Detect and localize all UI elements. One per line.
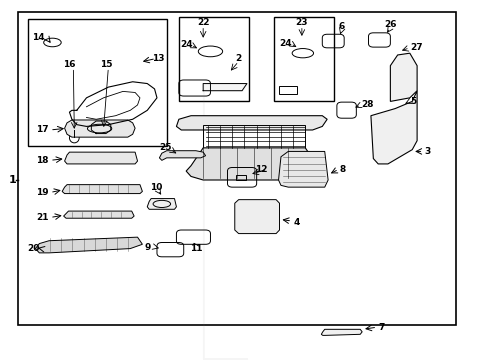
Text: 10: 10 (149, 183, 162, 192)
Polygon shape (389, 53, 416, 102)
Text: 3: 3 (424, 147, 430, 156)
Text: 24: 24 (279, 39, 291, 48)
Text: 18: 18 (37, 156, 49, 165)
Polygon shape (321, 329, 362, 336)
Polygon shape (63, 211, 134, 218)
Text: 21: 21 (37, 213, 49, 222)
Polygon shape (278, 152, 327, 187)
Text: 1: 1 (8, 175, 16, 185)
Text: 6: 6 (338, 22, 344, 31)
Text: 16: 16 (63, 60, 76, 69)
Polygon shape (234, 200, 279, 234)
Text: 20: 20 (27, 244, 39, 253)
Polygon shape (62, 185, 142, 194)
Text: 14: 14 (32, 33, 44, 42)
Polygon shape (370, 91, 416, 164)
Polygon shape (159, 151, 205, 160)
Text: 12: 12 (255, 165, 267, 174)
Text: 7: 7 (377, 323, 384, 332)
Polygon shape (147, 199, 176, 209)
Text: 11: 11 (189, 244, 202, 253)
Bar (203, 125, 305, 148)
Bar (278, 86, 296, 94)
Text: 9: 9 (144, 243, 151, 252)
Text: 23: 23 (295, 18, 307, 27)
Text: 22: 22 (197, 18, 209, 27)
Text: 25: 25 (159, 143, 172, 152)
Text: 17: 17 (36, 126, 49, 135)
Text: 28: 28 (361, 100, 373, 109)
Text: 27: 27 (409, 43, 422, 52)
Polygon shape (186, 148, 322, 180)
Text: 8: 8 (339, 165, 345, 174)
Text: 19: 19 (36, 188, 49, 197)
Text: 13: 13 (152, 54, 164, 63)
Polygon shape (64, 120, 135, 137)
Text: 15: 15 (100, 60, 112, 69)
Text: 26: 26 (384, 20, 396, 29)
Text: 2: 2 (235, 54, 241, 63)
Polygon shape (64, 152, 137, 164)
Polygon shape (35, 237, 142, 253)
Bar (236, 175, 245, 180)
Polygon shape (176, 116, 326, 130)
Text: 4: 4 (292, 219, 299, 228)
Text: 5: 5 (409, 97, 415, 106)
Text: 24: 24 (180, 40, 192, 49)
